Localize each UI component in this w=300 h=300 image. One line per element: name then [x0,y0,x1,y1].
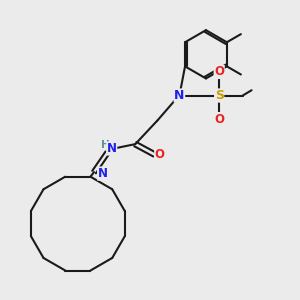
Text: N: N [107,142,117,155]
Text: N: N [174,89,184,102]
Text: H: H [100,140,109,150]
Text: O: O [155,148,165,161]
Text: N: N [98,167,108,180]
Text: O: O [214,65,224,79]
Text: O: O [214,112,224,126]
Text: S: S [215,89,224,102]
